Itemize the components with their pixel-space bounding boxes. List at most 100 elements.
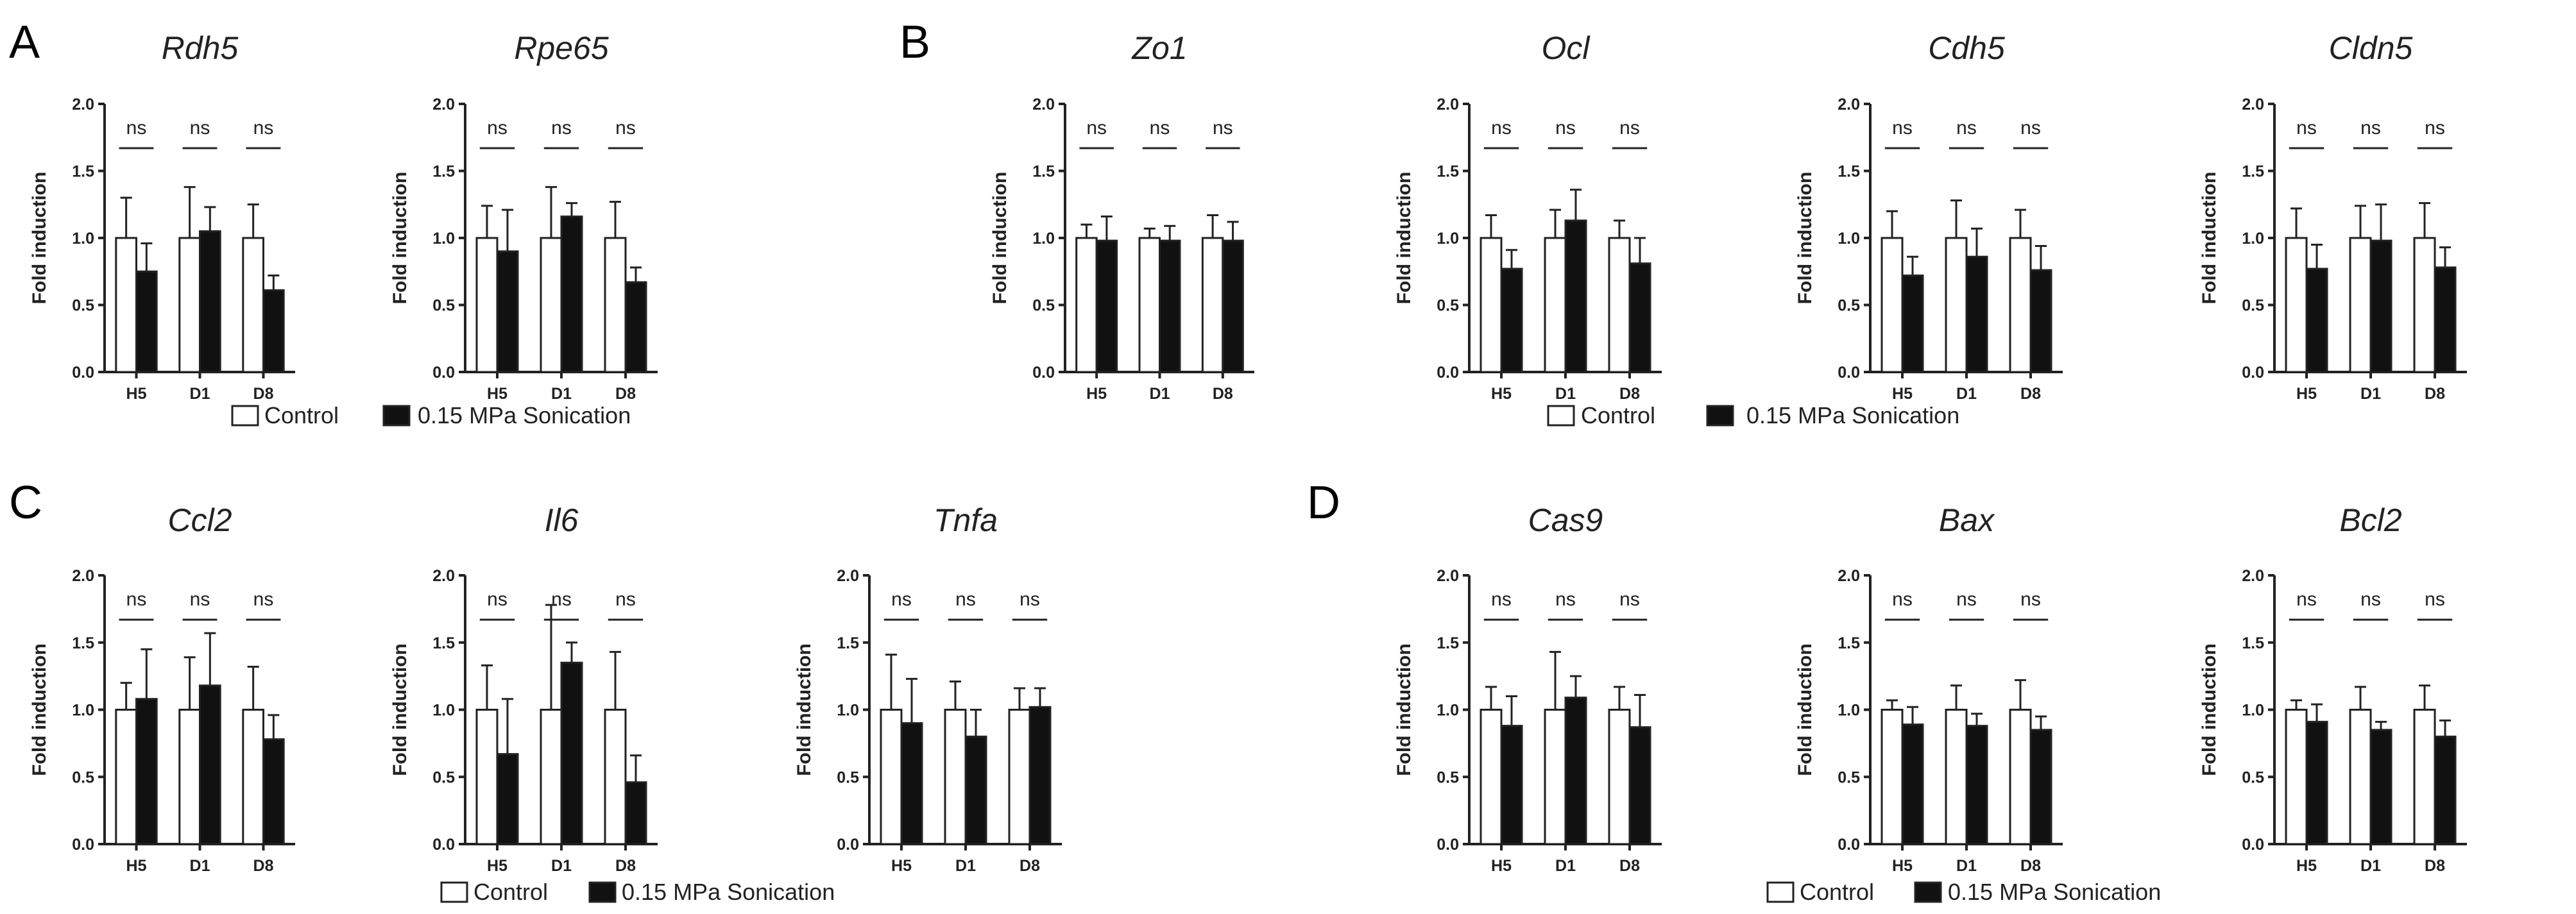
y-tick-label: 0.5 [432,768,455,786]
bar-control [178,709,201,845]
bar-treated [199,684,221,845]
y-tick-label: 0.5 [72,297,94,315]
y-tick-label: 0.0 [432,364,455,382]
x-tick-label: D1 [1956,385,1977,403]
bar-control [115,237,138,373]
chart-title: Ccl2 [167,502,232,538]
x-tick-label: H5 [487,857,508,875]
y-tick-label: 1.5 [1437,634,1459,652]
x-tick-label: D8 [253,385,274,403]
chart-title: Zo1 [1131,30,1187,66]
bar-control [880,709,903,845]
bar-treated [1500,267,1523,373]
y-tick-label: 2.0 [2242,567,2264,585]
bar-control [1544,709,1567,845]
bar-treated [624,281,647,373]
bar-treated [2029,729,2052,845]
legend-treated-label: 0.15 MPa Sonication [1948,879,2161,905]
significance-label: ns [1491,117,1512,139]
significance-label: ns [487,117,508,139]
y-tick-label: 2.0 [72,567,94,585]
y-tick-label: 1.5 [1032,163,1055,181]
y-axis-label: Fold induction [389,643,411,776]
legend-panel-d: Control 0.15 MPa Sonication [1766,879,2161,905]
significance-label: ns [253,589,274,610]
bar-treated [1564,697,1587,845]
bar-control [1008,709,1031,845]
y-tick-label: 2.0 [1838,96,1860,114]
bar-control [1480,709,1503,845]
legend-control-swatch [440,881,468,903]
significance-label: ns [2360,117,2381,139]
x-tick-label: D1 [1555,857,1576,875]
legend-control-label: Control [1800,879,1874,905]
chart-title: Cdh5 [1928,30,2005,66]
bar-control [1881,237,1904,373]
significance-label: ns [1956,589,1977,610]
x-tick-label: D1 [551,857,572,875]
y-axis-label: Fold induction [1795,172,1816,305]
legend-control-label: Control [1581,402,1655,428]
x-tick-label: D1 [2360,857,2381,875]
bar-control [1544,237,1567,373]
bar-control [944,709,967,845]
legend-treated-label: 0.15 MPa Sonication [622,879,835,905]
significance-label: ns [1892,117,1913,139]
bar-treated [1965,725,1988,845]
y-axis-label: Fold induction [2199,172,2220,305]
significance-label: ns [551,117,572,139]
y-tick-label: 0.0 [2242,364,2264,382]
bar-treated [2434,735,2457,845]
x-tick-label: H5 [1892,385,1913,403]
y-tick-label: 0.5 [72,768,94,786]
y-tick-label: 1.5 [72,163,94,181]
significance-label: ns [1491,589,1512,610]
significance-label: ns [615,589,636,610]
chart-title: Bax [1939,502,1995,538]
y-axis-label: Fold induction [29,643,50,776]
bar-control [540,709,563,845]
y-tick-label: 1.5 [1437,163,1459,181]
y-axis-label: Fold induction [29,172,50,305]
bar-treated [2369,729,2393,845]
significance-label: ns [1019,589,1040,610]
bar-control [178,237,201,373]
y-axis-label: Fold induction [1394,172,1415,305]
significance-label: ns [126,589,147,610]
x-tick-label: D8 [2425,857,2445,875]
significance-label: ns [2296,589,2317,610]
x-tick-label: D8 [615,385,636,403]
legend-control-swatch [1766,881,1795,903]
y-tick-label: 0.0 [1437,364,1459,382]
bar-treated [262,738,285,845]
y-axis-label: Fold induction [989,172,1011,305]
bar-treated [560,216,583,373]
y-tick-label: 1.0 [1838,230,1860,248]
x-tick-label: D8 [1619,857,1640,875]
x-tick-label: H5 [126,385,147,403]
significance-label: ns [1619,589,1640,610]
significance-label: ns [891,589,912,610]
panel-letter-b: B [900,17,930,68]
y-tick-label: 1.0 [72,230,94,248]
y-tick-label: 0.5 [1032,297,1055,315]
y-tick-label: 1.5 [72,634,94,652]
bar-control [115,709,138,845]
y-tick-label: 2.0 [72,96,94,114]
bar-treated [624,781,647,845]
y-tick-label: 1.0 [1838,702,1860,720]
x-tick-label: H5 [1086,385,1107,403]
y-tick-label: 0.5 [837,768,859,786]
x-tick-label: D1 [2360,385,2381,403]
legend-panel-c: Control 0.15 MPa Sonication [440,879,835,905]
y-tick-label: 1.5 [2242,163,2264,181]
x-tick-label: D1 [190,857,210,875]
y-tick-label: 1.0 [837,702,859,720]
bar-treated [262,289,285,373]
bar-control [2413,709,2436,845]
y-tick-label: 2.0 [432,567,455,585]
x-tick-label: H5 [126,857,147,875]
x-tick-label: H5 [2296,857,2317,875]
bar-treated [1901,724,1924,845]
bar-treated [1628,262,1651,373]
